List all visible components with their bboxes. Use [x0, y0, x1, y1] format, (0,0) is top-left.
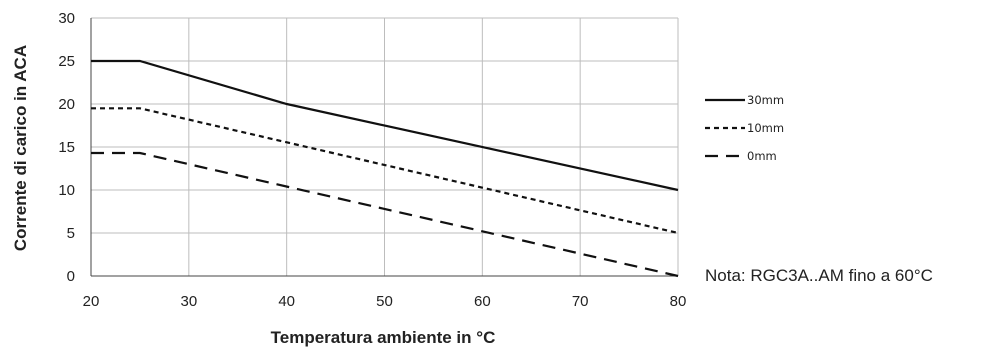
legend-label-0mm: 0mm [747, 149, 777, 163]
series-line-0mm [91, 151, 679, 278]
x-tick-label: 20 [83, 293, 100, 310]
y-tick-label: 30 [58, 10, 75, 27]
legend-label-10mm: 10mm [747, 121, 784, 135]
legend: 30mm 10mm 0mm [705, 93, 784, 163]
legend-label-30mm: 30mm [747, 93, 784, 107]
y-tick-label: 10 [58, 182, 75, 199]
x-tick-label: 50 [376, 293, 393, 310]
y-tick-label: 25 [58, 53, 75, 70]
x-axis-title: Temperatura ambiente in °C [271, 328, 496, 347]
grid [90, 17, 679, 277]
x-tick-label: 30 [180, 293, 197, 310]
series-group [91, 59, 679, 278]
note-text: Nota: RGC3A..AM fino a 60°C [705, 266, 933, 285]
y-tick-labels: 0 5 10 15 20 25 30 [58, 10, 75, 285]
x-tick-label: 70 [572, 293, 589, 310]
x-tick-label: 60 [474, 293, 491, 310]
x-tick-label: 80 [670, 293, 687, 310]
series-line-10mm [91, 107, 679, 235]
y-tick-label: 15 [58, 139, 75, 156]
y-tick-label: 20 [58, 96, 75, 113]
series-line-30mm [91, 59, 679, 192]
y-axis-title: Corrente di carico in ACA [11, 45, 30, 251]
y-tick-label: 5 [67, 225, 75, 242]
x-tick-label: 40 [278, 293, 295, 310]
y-tick-label: 0 [67, 268, 75, 285]
x-tick-labels: 20 30 40 50 60 70 80 [83, 293, 687, 310]
